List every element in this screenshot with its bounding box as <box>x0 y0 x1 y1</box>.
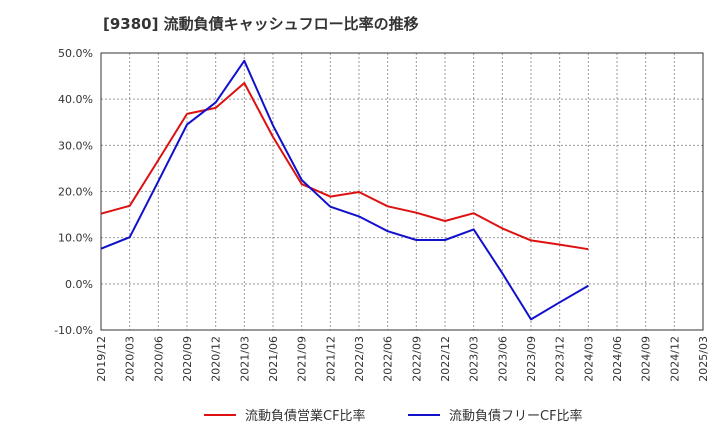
y-tick-label: 20.0% <box>58 186 93 199</box>
x-tick-label: 2020/06 <box>152 336 165 382</box>
x-tick-label: 2023/09 <box>525 336 538 382</box>
x-tick-label: 2024/12 <box>668 336 681 382</box>
y-tick-label: 40.0% <box>58 93 93 106</box>
x-tick-label: 2020/03 <box>124 336 137 382</box>
x-tick-label: 2020/12 <box>210 336 223 382</box>
x-tick-label: 2022/12 <box>439 336 452 382</box>
x-tick-label: 2021/03 <box>238 336 251 382</box>
x-tick-label: 2024/09 <box>640 336 653 382</box>
x-tick-label: 2021/06 <box>267 336 280 382</box>
x-tick-label: 2022/06 <box>382 336 395 382</box>
y-tick-label: -10.0% <box>54 324 93 337</box>
x-tick-label: 2020/09 <box>181 336 194 382</box>
y-tick-label: 0.0% <box>65 278 93 291</box>
x-tick-label: 2022/03 <box>353 336 366 382</box>
x-tick-label: 2021/12 <box>324 336 337 382</box>
y-tick-label: 50.0% <box>58 47 93 60</box>
x-tick-label: 2025/03 <box>697 336 710 382</box>
x-tick-label: 2022/09 <box>410 336 423 382</box>
x-tick-label: 2021/09 <box>296 336 309 382</box>
legend-label: 流動負債フリーCF比率 <box>449 408 583 424</box>
plot-frame <box>100 52 704 331</box>
x-tick-label: 2023/06 <box>496 336 509 382</box>
x-tick-label: 2023/03 <box>468 336 481 382</box>
x-tick-label: 2024/03 <box>582 336 595 382</box>
chart-title: [9380] 流動負債キャッシュフロー比率の推移 <box>103 15 419 33</box>
y-tick-label: 10.0% <box>58 232 93 245</box>
x-tick-label: 2023/12 <box>554 336 567 382</box>
x-tick-label: 2024/06 <box>611 336 624 382</box>
x-tick-label: 2019/12 <box>95 336 108 382</box>
y-tick-label: 30.0% <box>58 139 93 152</box>
series-line <box>100 59 589 321</box>
series-line <box>100 82 589 251</box>
legend-label: 流動負債営業CF比率 <box>245 408 366 424</box>
